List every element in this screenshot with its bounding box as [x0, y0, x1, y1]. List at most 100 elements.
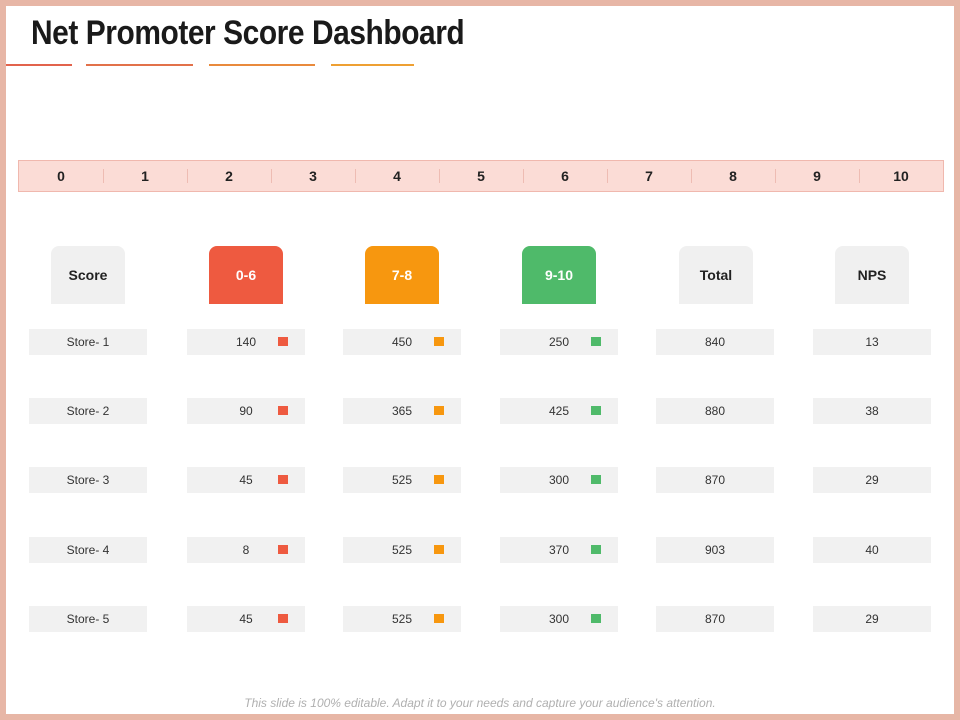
promoters-cell: 370	[500, 537, 618, 563]
column-header-nps: NPS	[835, 246, 909, 304]
store-name-cell: Store- 3	[29, 467, 147, 493]
total-cell: 870	[656, 467, 774, 493]
promoters-cell: 300	[500, 467, 618, 493]
cell-value: 8	[242, 543, 250, 557]
color-marker-icon	[591, 545, 601, 554]
total-cell: 870	[656, 606, 774, 632]
cell-value: 13	[865, 335, 879, 349]
store-name-cell: Store- 2	[29, 398, 147, 424]
nps-cell: 40	[813, 537, 931, 563]
column-header-passives: 7-8	[365, 246, 439, 304]
cell-value: 370	[548, 543, 570, 557]
cell-value: 525	[391, 612, 413, 626]
cell-value: 38	[865, 404, 879, 418]
color-marker-icon	[591, 614, 601, 623]
nps-cell: 29	[813, 606, 931, 632]
passives-cell: 525	[343, 467, 461, 493]
cell-value: 880	[704, 404, 726, 418]
title-underline	[6, 64, 72, 66]
cell-value: 40	[865, 543, 879, 557]
passives-cell: 525	[343, 537, 461, 563]
color-marker-icon	[434, 337, 444, 346]
scale-value: 9	[775, 161, 859, 191]
title-underline	[331, 64, 414, 66]
promoters-cell: 300	[500, 606, 618, 632]
column-header-score: Score	[51, 246, 125, 304]
passives-cell: 365	[343, 398, 461, 424]
column-header-promoters: 9-10	[522, 246, 596, 304]
cell-value: 250	[548, 335, 570, 349]
cell-value: 140	[235, 335, 257, 349]
store-name-cell: Store- 1	[29, 329, 147, 355]
cell-value: 840	[704, 335, 726, 349]
scale-value: 10	[859, 161, 943, 191]
color-marker-icon	[278, 337, 288, 346]
cell-value: 525	[391, 543, 413, 557]
color-marker-icon	[591, 337, 601, 346]
title-underline	[86, 64, 193, 66]
title-underline	[209, 64, 315, 66]
color-marker-icon	[434, 545, 444, 554]
store-name-cell: Store- 4	[29, 537, 147, 563]
color-marker-icon	[278, 475, 288, 484]
cell-value: Store- 2	[66, 404, 110, 418]
total-cell: 840	[656, 329, 774, 355]
cell-value: 365	[391, 404, 413, 418]
cell-value: 903	[704, 543, 726, 557]
total-cell: 903	[656, 537, 774, 563]
cell-value: 425	[548, 404, 570, 418]
promoters-cell: 250	[500, 329, 618, 355]
nps-cell: 29	[813, 467, 931, 493]
color-marker-icon	[434, 614, 444, 623]
slide-canvas	[6, 6, 954, 714]
cell-value: 29	[865, 473, 879, 487]
promoters-cell: 425	[500, 398, 618, 424]
color-marker-icon	[434, 475, 444, 484]
color-marker-icon	[278, 614, 288, 623]
nps-cell: 13	[813, 329, 931, 355]
scale-value: 2	[187, 161, 271, 191]
color-marker-icon	[591, 475, 601, 484]
cell-value: 45	[239, 612, 253, 626]
cell-value: Store- 5	[66, 612, 110, 626]
detractors-cell: 8	[187, 537, 305, 563]
scale-value: 4	[355, 161, 439, 191]
scale-value: 6	[523, 161, 607, 191]
nps-scale-bar: 0 1 2 3 4 5 6 7 8 9 10	[18, 160, 944, 192]
passives-cell: 450	[343, 329, 461, 355]
detractors-cell: 45	[187, 467, 305, 493]
footer-note: This slide is 100% editable. Adapt it to…	[244, 696, 716, 710]
cell-value: 450	[391, 335, 413, 349]
scale-value: 3	[271, 161, 355, 191]
passives-cell: 525	[343, 606, 461, 632]
detractors-cell: 45	[187, 606, 305, 632]
cell-value: 870	[704, 612, 726, 626]
detractors-cell: 90	[187, 398, 305, 424]
scale-value: 1	[103, 161, 187, 191]
total-cell: 880	[656, 398, 774, 424]
store-name-cell: Store- 5	[29, 606, 147, 632]
cell-value: Store- 4	[66, 543, 110, 557]
scale-value: 7	[607, 161, 691, 191]
color-marker-icon	[591, 406, 601, 415]
cell-value: 525	[391, 473, 413, 487]
color-marker-icon	[278, 545, 288, 554]
cell-value: Store- 1	[66, 335, 110, 349]
page-title: Net Promoter Score Dashboard	[31, 14, 465, 52]
color-marker-icon	[434, 406, 444, 415]
cell-value: 300	[548, 612, 570, 626]
cell-value: Store- 3	[66, 473, 110, 487]
color-marker-icon	[278, 406, 288, 415]
nps-cell: 38	[813, 398, 931, 424]
detractors-cell: 140	[187, 329, 305, 355]
cell-value: 300	[548, 473, 570, 487]
column-header-detractors: 0-6	[209, 246, 283, 304]
column-header-total: Total	[679, 246, 753, 304]
cell-value: 29	[865, 612, 879, 626]
scale-value: 8	[691, 161, 775, 191]
cell-value: 45	[239, 473, 253, 487]
cell-value: 870	[704, 473, 726, 487]
scale-value: 0	[57, 168, 65, 184]
scale-value: 5	[439, 161, 523, 191]
cell-value: 90	[239, 404, 253, 418]
